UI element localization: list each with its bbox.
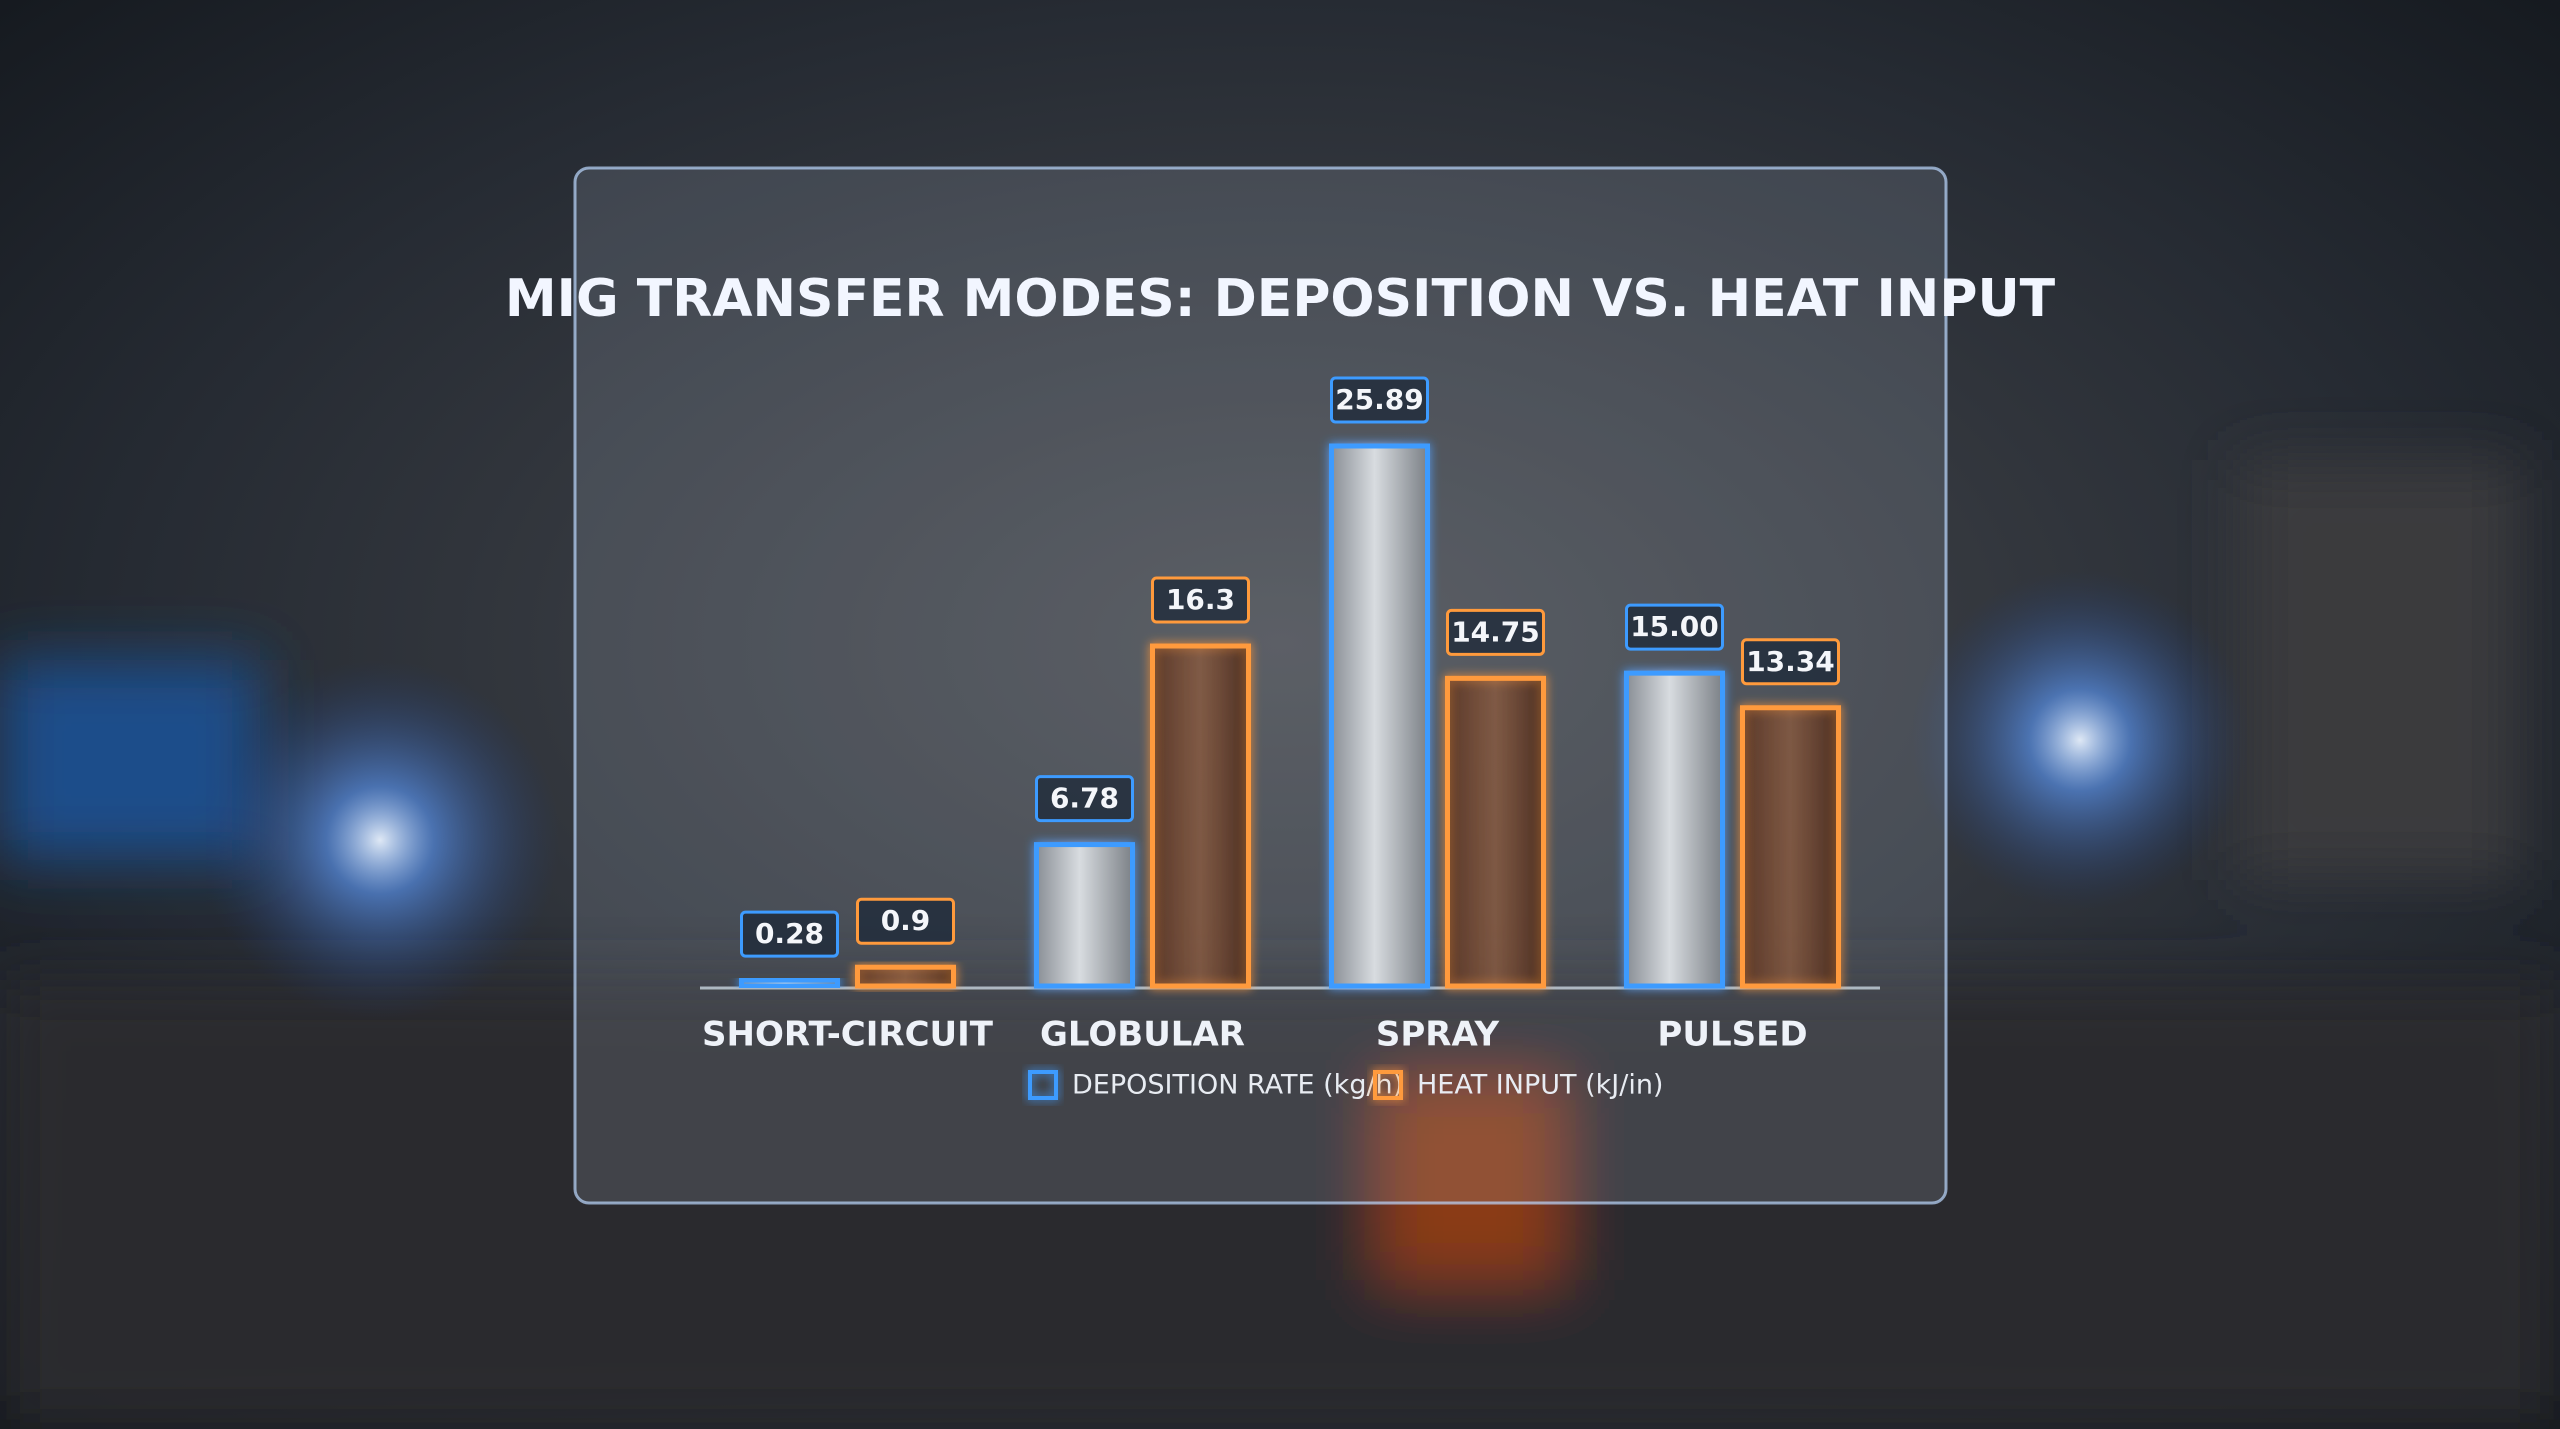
value-label-box: [856, 897, 955, 945]
value-label: 14.75: [1451, 615, 1540, 648]
x-tick-label: SHORT-CIRCUIT: [702, 1015, 994, 1055]
bar: [739, 977, 840, 989]
x-tick-label: GLOBULAR: [1040, 1015, 1245, 1055]
value-label: 13.34: [1746, 645, 1835, 678]
legend-swatch: [1028, 1070, 1058, 1100]
legend-swatch: [1373, 1070, 1403, 1100]
bar: [1034, 842, 1135, 989]
value-label-box: [1741, 638, 1840, 686]
bar: [855, 964, 956, 989]
bar: [1150, 643, 1251, 989]
bar: [1624, 670, 1725, 989]
value-label: 16.3: [1166, 583, 1235, 616]
machine: [1380, 1080, 1560, 1280]
x-tick-label: SPRAY: [1376, 1015, 1500, 1055]
value-label-box: [1625, 603, 1724, 651]
value-label-box: [1330, 376, 1429, 424]
value-label: 0.28: [755, 917, 824, 950]
bar: [1740, 705, 1841, 989]
value-label-box: [1035, 775, 1134, 823]
bar: [1329, 443, 1430, 989]
value-label-box: [1151, 576, 1250, 624]
value-label: 0.9: [881, 904, 931, 937]
machine: [2240, 460, 2520, 880]
value-label: 6.78: [1050, 782, 1119, 815]
bar: [1445, 675, 1546, 989]
legend-label: DEPOSITION RATE (kg/h): [1072, 1070, 1403, 1101]
legend-label: HEAT INPUT (kJ/in): [1417, 1070, 1663, 1101]
value-label: 15.00: [1630, 610, 1719, 643]
value-label-box: [1446, 608, 1545, 656]
value-label: 25.89: [1335, 383, 1424, 416]
chart-title: MIG TRANSFER MODES: DEPOSITION VS. HEAT …: [505, 269, 2056, 329]
x-tick-label: PULSED: [1657, 1015, 1807, 1055]
value-label-box: [740, 910, 839, 958]
weld-flare: [1910, 570, 2250, 910]
weld-flare: [200, 660, 560, 1020]
